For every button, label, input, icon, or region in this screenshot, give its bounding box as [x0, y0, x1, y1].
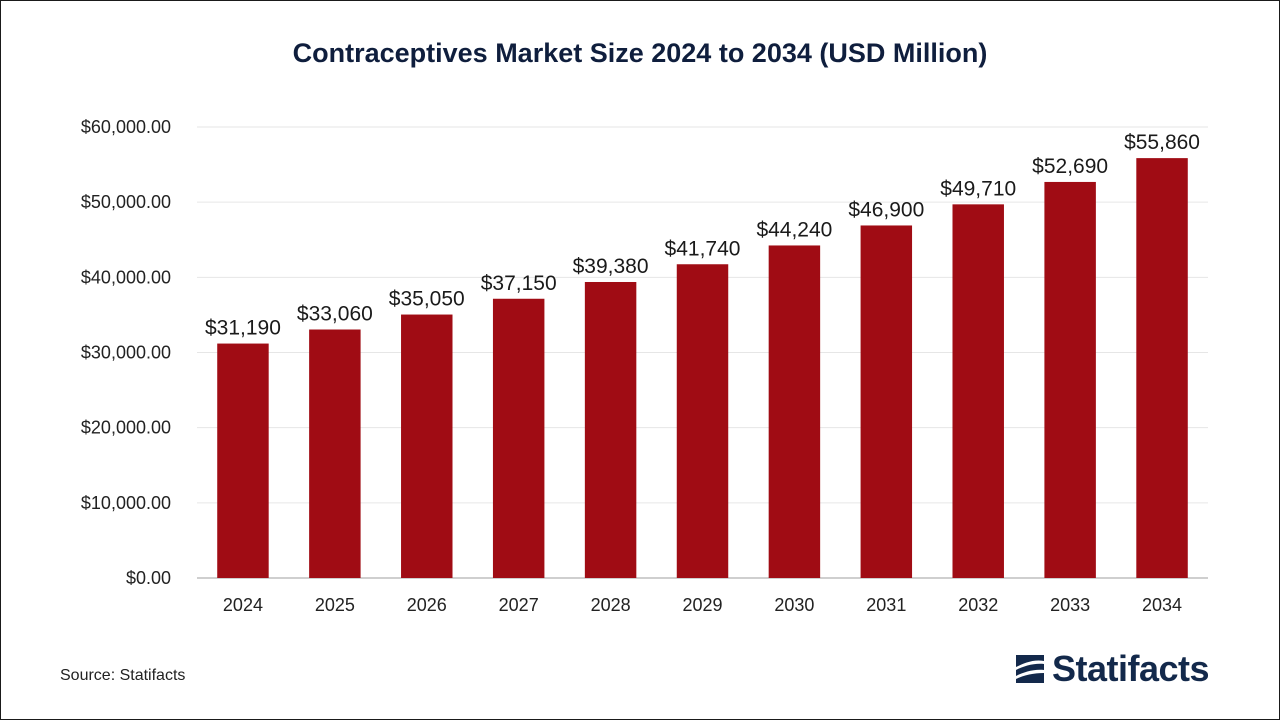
y-tick-label: $50,000.00	[81, 192, 171, 212]
y-axis: $0.00 $10,000.00 $20,000.00 $30,000.00 $40,0…	[81, 117, 1208, 588]
x-tick-label: 2025	[315, 595, 355, 615]
statifacts-logo-text: Statifacts	[1052, 648, 1210, 689]
bar	[584, 281, 637, 578]
x-tick-label: 2027	[499, 595, 539, 615]
bar	[309, 329, 361, 578]
x-tick-label: 2030	[774, 595, 814, 615]
statifacts-logo: Statifacts	[1012, 648, 1210, 690]
bar-value-label: $46,900	[848, 198, 924, 221]
value-labels: $31,190 $33,060 $35,050 $37,150 $39,380 $41,7…	[205, 131, 1200, 339]
x-tick-label: 2034	[1142, 595, 1182, 615]
bar-value-label: $49,710	[940, 177, 1016, 200]
x-tick-label: 2024	[223, 595, 263, 615]
x-axis: 2024 2025 2026 2027 2028 2029 2030 2031 2032 2033…	[223, 595, 1182, 615]
chart-title: Contraceptives Market Size 2024 to 2034 …	[292, 38, 988, 68]
x-tick-label: 2026	[407, 595, 447, 615]
statifacts-logo-icon	[1016, 655, 1044, 683]
y-tick-label: $10,000.00	[81, 493, 171, 513]
bar-value-label: $52,690	[1032, 155, 1108, 178]
bar	[1136, 158, 1188, 578]
bar	[217, 343, 269, 578]
y-tick-label: $20,000.00	[81, 418, 171, 438]
x-tick-label: 2031	[866, 595, 906, 615]
y-tick-label: $40,000.00	[81, 267, 171, 287]
bar-value-label: $44,240	[756, 218, 832, 241]
bars	[217, 158, 1188, 579]
bar	[676, 264, 729, 578]
bar-value-label: $35,050	[389, 288, 465, 311]
x-tick-label: 2029	[682, 595, 722, 615]
bar	[860, 225, 913, 579]
y-tick-label: $0.00	[126, 568, 171, 588]
bar-value-label: $39,380	[573, 255, 649, 278]
x-tick-label: 2032	[958, 595, 998, 615]
source-note: Source: Statifacts	[60, 667, 186, 684]
bar-value-label: $41,740	[665, 237, 741, 260]
bar-value-label: $37,150	[481, 272, 557, 295]
y-tick-label: $30,000.00	[81, 343, 171, 363]
bar-value-label: $55,860	[1124, 131, 1200, 154]
y-tick-label: $60,000.00	[81, 117, 171, 137]
x-tick-label: 2033	[1050, 595, 1090, 615]
bar-value-label: $31,190	[205, 317, 281, 340]
bar	[768, 245, 821, 579]
bar	[952, 204, 1004, 578]
bar	[1044, 181, 1096, 578]
bar-value-label: $33,060	[297, 302, 373, 325]
bar	[401, 314, 453, 578]
bar	[492, 298, 545, 578]
x-tick-label: 2028	[591, 595, 631, 615]
